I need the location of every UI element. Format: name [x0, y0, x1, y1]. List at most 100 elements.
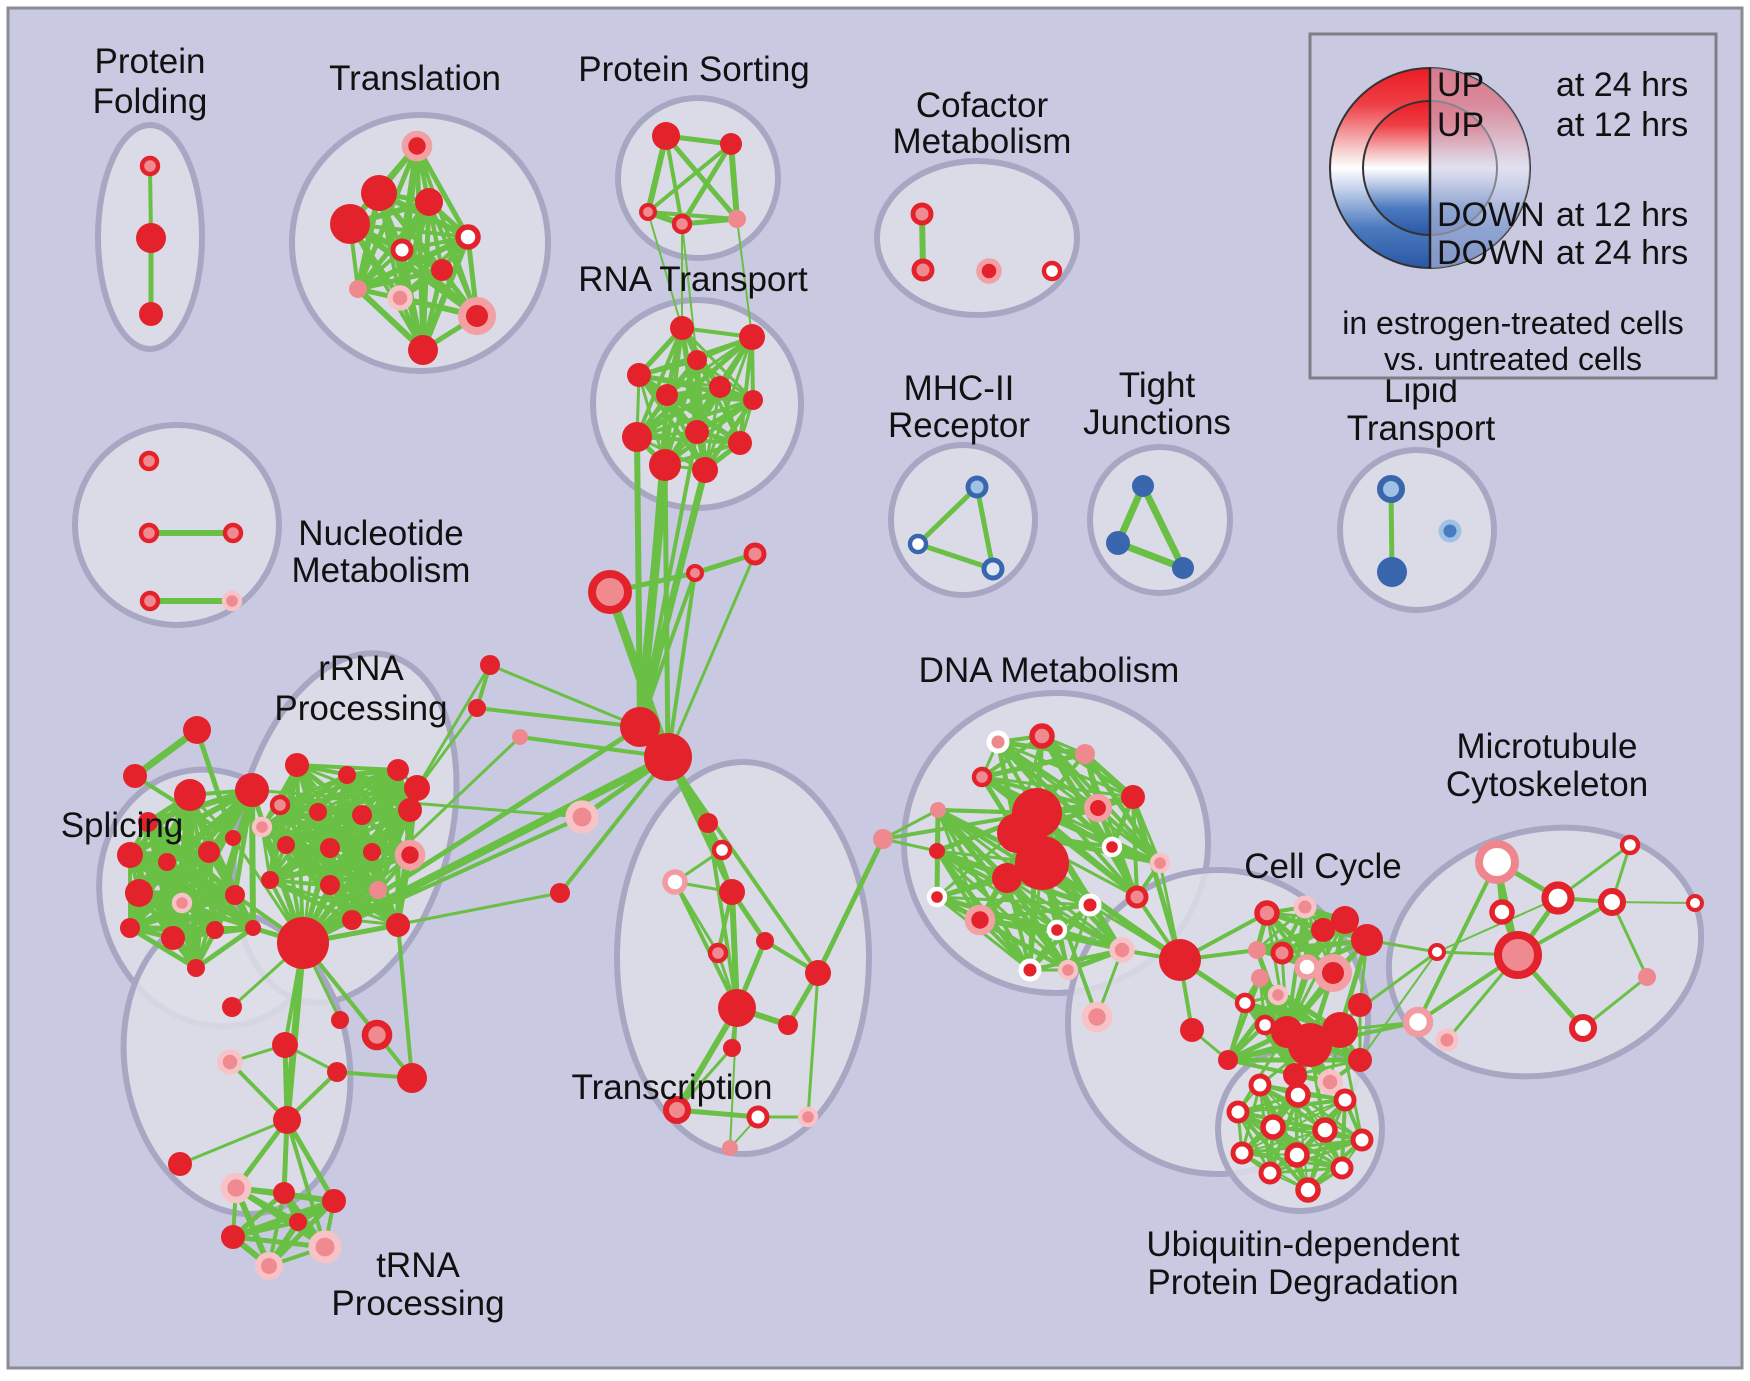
cluster-label-cofactor-metabolism: Metabolism	[893, 122, 1072, 161]
cluster-label-rrna-processing: rRNA	[318, 649, 404, 688]
legend-down-12-label: DOWN	[1437, 196, 1545, 234]
gene-node	[269, 794, 291, 816]
cluster-label-ubiquitin-degradation: Ubiquitin-dependent	[1146, 1225, 1460, 1264]
gene-node	[671, 213, 693, 235]
gene-node	[907, 533, 929, 555]
gene-node	[711, 839, 733, 861]
gene-node	[352, 805, 372, 825]
gene-node	[394, 839, 426, 871]
gene-node	[1057, 959, 1079, 981]
cluster-label-nucleotide-metabolism: Metabolism	[292, 551, 471, 590]
gene-node	[964, 904, 996, 936]
gene-node	[277, 836, 295, 854]
legend-faded-half	[1430, 68, 1530, 268]
network-edge	[666, 571, 697, 759]
cluster-shell-transcription	[614, 759, 872, 1157]
gene-node	[662, 1095, 692, 1125]
network-edge	[488, 663, 642, 729]
gene-node	[138, 522, 160, 544]
gene-node	[1260, 1114, 1286, 1140]
gene-node	[125, 879, 153, 907]
network-edge	[915, 541, 996, 572]
gene-node	[698, 813, 718, 833]
gene-node	[322, 1189, 346, 1213]
gene-node	[1541, 881, 1575, 915]
gene-node	[1234, 992, 1256, 1014]
gene-node	[117, 842, 143, 868]
gene-node	[756, 932, 774, 950]
gene-node	[161, 926, 185, 950]
network-edge	[703, 335, 754, 472]
cluster-shell-mhc-ii-receptor	[888, 442, 1038, 598]
network-edge	[1436, 897, 1559, 953]
gene-node	[1322, 1012, 1358, 1048]
network-edge	[348, 222, 425, 352]
cluster-label-dna-metabolism: DNA Metabolism	[919, 651, 1180, 690]
network-edge	[1268, 1166, 1344, 1175]
network-edge	[127, 925, 199, 971]
cluster-label-protein-sorting: Protein Sorting	[578, 50, 810, 89]
gene-node	[1251, 969, 1269, 987]
gene-node	[361, 175, 397, 211]
gene-node	[123, 764, 147, 788]
network-edge	[1039, 860, 1183, 963]
gene-node	[1619, 834, 1641, 856]
gene-node	[187, 959, 205, 977]
legend-text: UP at 24 hrs UP at 12 hrs DOWN at 12 hrs…	[1342, 66, 1688, 377]
legend-caption-line1: in estrogen-treated cells	[1342, 305, 1684, 341]
gene-node	[1018, 958, 1042, 982]
gene-node	[369, 881, 387, 899]
gene-node	[930, 802, 946, 818]
network-edge	[268, 786, 419, 882]
network-edge	[980, 775, 1162, 865]
gene-node	[992, 863, 1022, 893]
gene-node	[468, 699, 486, 717]
network-edge	[268, 853, 412, 882]
gene-node	[652, 122, 680, 150]
gene-node	[1106, 531, 1130, 555]
network-edge	[980, 775, 1135, 799]
gene-node	[1149, 852, 1171, 874]
gene-node	[139, 302, 163, 326]
gene-node	[1258, 1161, 1282, 1185]
gene-node	[1351, 924, 1383, 956]
gene-node	[739, 324, 765, 350]
gene-node	[220, 1172, 252, 1204]
gene-node	[805, 960, 831, 986]
gene-node	[1075, 744, 1095, 764]
gene-node	[320, 875, 340, 895]
gene-node	[965, 475, 989, 499]
network-edge	[673, 880, 720, 955]
network-edge	[1130, 794, 1183, 963]
gene-node	[308, 1230, 342, 1264]
network-edge	[194, 727, 236, 841]
gene-node	[408, 335, 438, 365]
network-edge	[1004, 875, 1071, 973]
cluster-label-mhc-ii-receptor: MHC-II	[904, 369, 1015, 408]
gene-node	[401, 130, 433, 162]
network-edge	[1241, 1099, 1346, 1154]
legend	[1308, 32, 1718, 380]
legend-up-12-time: at 12 hrs	[1556, 106, 1688, 144]
network-edge	[299, 753, 672, 947]
gene-node	[986, 730, 1010, 754]
gene-node	[1248, 941, 1266, 959]
network-edge	[728, 141, 740, 222]
network-edge	[1297, 1094, 1309, 1191]
gene-node	[349, 280, 367, 298]
gene-node	[1317, 1069, 1343, 1095]
cluster-label-microtubule-cytoskeleton: Cytoskeleton	[1446, 765, 1648, 804]
cluster-label-mhc-ii-receptor: Receptor	[888, 406, 1030, 445]
gene-node	[1638, 968, 1656, 986]
gene-node	[797, 1106, 819, 1128]
gene-node	[1132, 475, 1154, 497]
gene-node	[707, 942, 729, 964]
gene-node	[120, 918, 140, 938]
network-edge	[1338, 1028, 1364, 1142]
network-edge	[249, 787, 306, 946]
network-edge	[1131, 795, 1139, 899]
network-edge	[729, 1007, 738, 1149]
gene-node	[929, 843, 945, 859]
gene-node	[1230, 1141, 1254, 1165]
